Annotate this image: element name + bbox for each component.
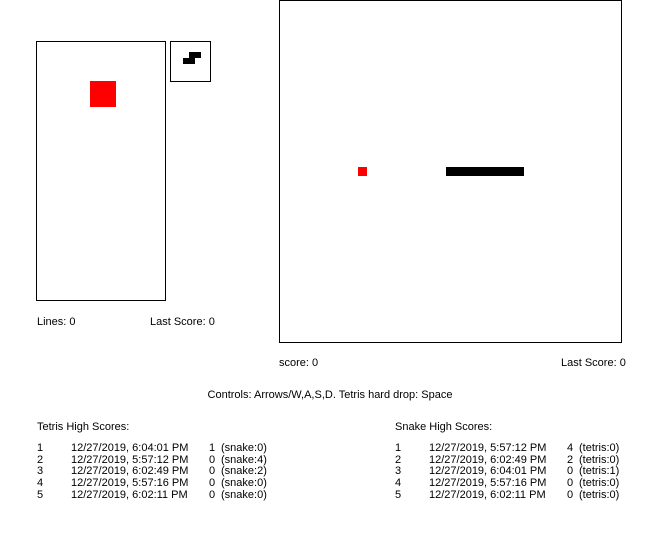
snake-high-scores-title: Snake High Scores: bbox=[395, 421, 493, 433]
snake-board[interactable] bbox=[279, 0, 622, 343]
snake-food bbox=[358, 167, 367, 176]
preview-block bbox=[189, 52, 201, 58]
other-score-cell: (snake:0) bbox=[221, 442, 267, 454]
date-cell: 12/27/2019, 5:57:16 PM bbox=[429, 477, 547, 490]
date-cell: 12/27/2019, 6:02:11 PM bbox=[71, 488, 188, 501]
date-cell: 12/27/2019, 6:04:01 PM bbox=[429, 465, 547, 478]
snake-body bbox=[446, 167, 524, 176]
rank-cell: 5 bbox=[37, 488, 44, 501]
date-cell: 12/27/2019, 5:57:12 PM bbox=[429, 442, 547, 454]
rank-cell: 5 bbox=[395, 488, 402, 501]
date-cell: 12/27/2019, 5:57:16 PM bbox=[71, 477, 189, 490]
other-score-cell: (tetris:0) bbox=[579, 442, 620, 454]
date-cell: 12/27/2019, 5:57:12 PM bbox=[71, 453, 189, 466]
other-score-cell: (snake:2) bbox=[221, 465, 267, 478]
score-cell: 0 bbox=[209, 465, 216, 478]
rank-cell: 4 bbox=[395, 477, 402, 490]
score-cell: 1 bbox=[209, 442, 216, 454]
controls-help-text: Controls: Arrows/W,A,S,D. Tetris hard dr… bbox=[207, 389, 453, 401]
tetris-last-score-label: Last Score: 0 bbox=[150, 316, 215, 328]
other-score-cell: (tetris:0) bbox=[579, 488, 620, 501]
score-cell: 4 bbox=[567, 442, 574, 454]
other-score-cell: (tetris:0) bbox=[579, 477, 620, 490]
rank-cell: 4 bbox=[37, 477, 44, 490]
score-cell: 0 bbox=[567, 465, 574, 478]
other-score-cell: (tetris:1) bbox=[579, 465, 620, 478]
rank-cell: 1 bbox=[395, 442, 402, 454]
tetris-high-scores-title: Tetris High Scores: bbox=[37, 421, 130, 433]
tetris-board[interactable] bbox=[36, 41, 166, 301]
score-cell: 0 bbox=[209, 488, 216, 501]
score-cell: 0 bbox=[209, 477, 216, 490]
snake-score-label: score: 0 bbox=[279, 357, 319, 369]
snake-last-score-label: Last Score: 0 bbox=[561, 357, 626, 369]
rank-cell: 3 bbox=[395, 465, 402, 478]
score-cell: 0 bbox=[209, 453, 216, 466]
tetris-active-piece bbox=[90, 81, 116, 107]
date-cell: 12/27/2019, 6:02:11 PM bbox=[429, 488, 546, 501]
preview-block bbox=[183, 58, 195, 64]
other-score-cell: (snake:0) bbox=[221, 477, 267, 490]
date-cell: 12/27/2019, 6:02:49 PM bbox=[71, 465, 189, 478]
other-score-cell: (snake:0) bbox=[221, 488, 267, 501]
score-cell: 0 bbox=[567, 477, 574, 490]
other-score-cell: (tetris:0) bbox=[579, 453, 620, 466]
other-score-cell: (snake:4) bbox=[221, 453, 267, 466]
rank-cell: 2 bbox=[395, 453, 402, 466]
tetris-next-piece-preview bbox=[170, 41, 211, 82]
rank-cell: 3 bbox=[37, 465, 44, 478]
rank-cell: 1 bbox=[37, 442, 44, 454]
score-cell: 2 bbox=[567, 453, 574, 466]
rank-cell: 2 bbox=[37, 453, 44, 466]
date-cell: 12/27/2019, 6:04:01 PM bbox=[71, 442, 189, 454]
score-cell: 0 bbox=[567, 488, 574, 501]
date-cell: 12/27/2019, 6:02:49 PM bbox=[429, 453, 547, 466]
tetris-lines-label: Lines: 0 bbox=[37, 316, 76, 328]
